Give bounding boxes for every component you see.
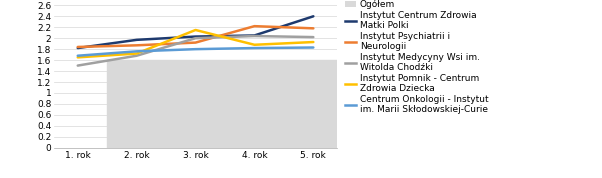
Legend: Ogółem, Instytut Centrum Zdrowia
Matki Polki, Instytut Psychiatrii i
Neurologii,: Ogółem, Instytut Centrum Zdrowia Matki P… [346,0,488,114]
Bar [107,60,343,148]
